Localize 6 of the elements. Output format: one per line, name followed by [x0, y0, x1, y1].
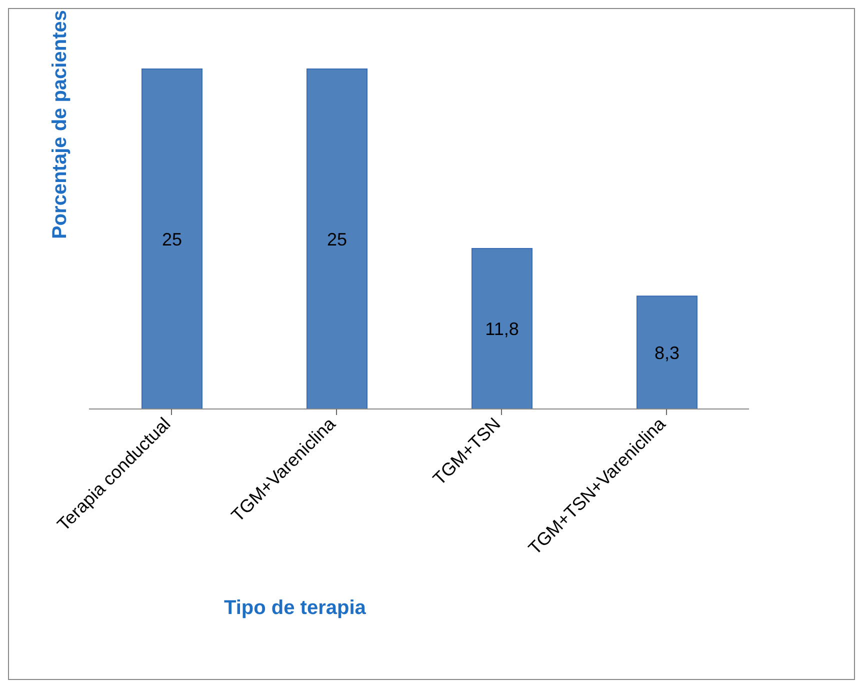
y-axis-title: Porcentaje de pacientes: [49, 10, 72, 239]
x-axis-title: Tipo de terapia: [224, 597, 367, 619]
data-label: 11,8: [485, 319, 519, 340]
data-label: 8,3: [654, 342, 680, 363]
data-label: 25: [162, 229, 182, 250]
data-label: 25: [326, 229, 348, 250]
